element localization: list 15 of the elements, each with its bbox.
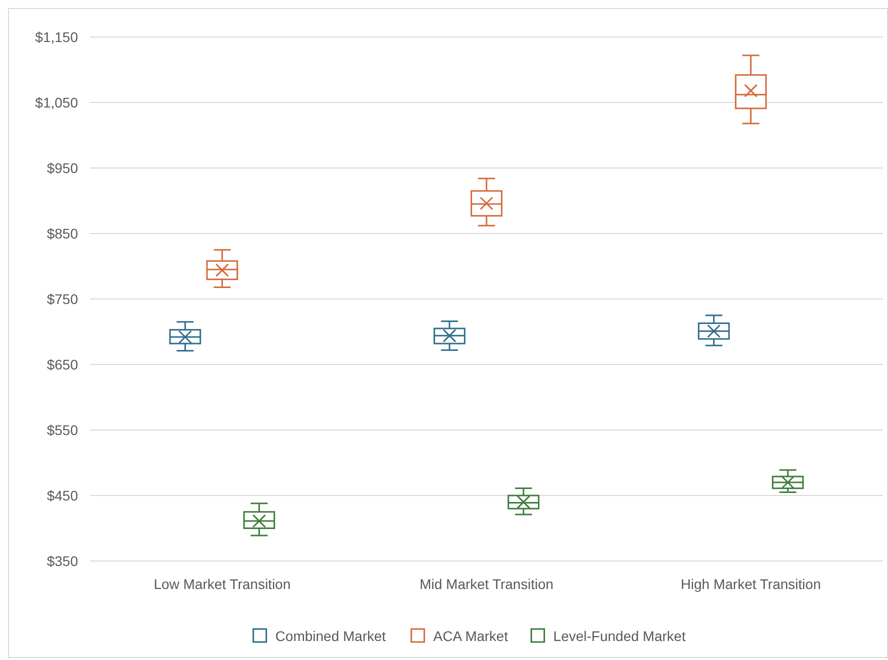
y-tick-label: $1,150 bbox=[35, 28, 78, 45]
legend-label: Combined Market bbox=[275, 628, 386, 644]
y-tick-label: $450 bbox=[46, 487, 78, 504]
y-tick-label: $950 bbox=[46, 160, 78, 176]
y-tick-label: $850 bbox=[46, 225, 78, 242]
y-tick-label: $550 bbox=[46, 422, 78, 438]
y-tick-label: $1,050 bbox=[35, 94, 78, 110]
y-tick-label: $750 bbox=[46, 290, 78, 307]
legend-label: Level-Funded Market bbox=[553, 628, 686, 644]
y-tick-label: $350 bbox=[46, 552, 78, 569]
y-tick-label: $650 bbox=[46, 356, 78, 372]
x-tick-label: Low Market Transition bbox=[154, 576, 291, 592]
x-tick-label: High Market Transition bbox=[680, 576, 821, 592]
legend-label: ACA Market bbox=[433, 628, 508, 644]
x-tick-label: Mid Market Transition bbox=[420, 576, 554, 592]
